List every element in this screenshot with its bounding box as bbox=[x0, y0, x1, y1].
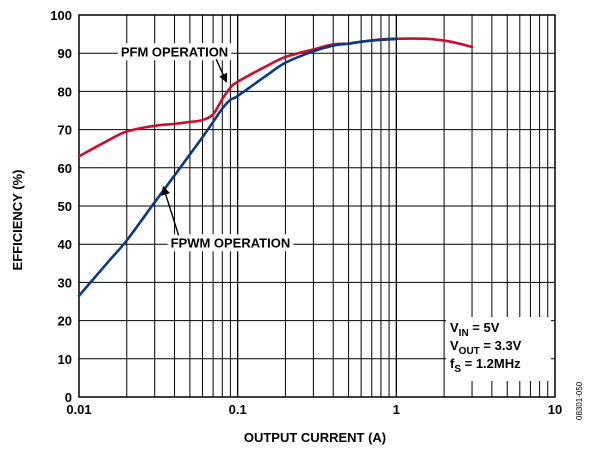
series-layer bbox=[77, 37, 474, 298]
condition-line: VOUT = 3.3V bbox=[450, 338, 522, 357]
y-tick-label: 80 bbox=[58, 84, 72, 99]
fpwm-annotation: FPWM OPERATION bbox=[161, 185, 294, 252]
fpwm-annotation-arrow bbox=[161, 185, 180, 236]
condition-symbol: f bbox=[450, 356, 455, 371]
y-tick-label: 90 bbox=[58, 46, 72, 61]
y-tick-label: 20 bbox=[58, 314, 72, 329]
y-tick-label: 40 bbox=[58, 237, 72, 252]
y-tick-label: 0 bbox=[65, 390, 72, 405]
tick-labels: 0 10 20 30 40 50 60 70 80 90 100 0.01 0.1 1 10 bbox=[50, 8, 562, 417]
pfm-annotation-label: PFM OPERATION bbox=[121, 44, 228, 59]
condition-value: = 5V bbox=[469, 320, 500, 335]
condition-value: = 3.3V bbox=[480, 338, 522, 353]
pfm-annotation: PFM OPERATION bbox=[117, 43, 232, 83]
pfm-efficiency-line bbox=[77, 37, 474, 158]
x-tick-label: 0.01 bbox=[66, 402, 91, 417]
y-tick-label: 100 bbox=[50, 8, 72, 23]
fpwm-efficiency-line bbox=[77, 37, 398, 298]
x-tick-label: 1 bbox=[393, 402, 400, 417]
condition-line: fS = 1.2MHz bbox=[450, 356, 521, 375]
fpwm-annotation-background bbox=[167, 234, 294, 252]
condition-symbol: V bbox=[450, 338, 459, 353]
x-tick-label: 0.1 bbox=[229, 402, 247, 417]
y-tick-label: 60 bbox=[58, 161, 72, 176]
conditions-background bbox=[446, 317, 551, 381]
pfm-annotation-background bbox=[117, 43, 232, 61]
fpwm-annotation-label: FPWM OPERATION bbox=[171, 235, 291, 250]
y-axis-label: EFFICIENCY (%) bbox=[10, 170, 25, 271]
condition-line: VIN = 5V bbox=[450, 320, 500, 339]
y-tick-label: 70 bbox=[58, 123, 72, 138]
condition-subscript: S bbox=[454, 364, 461, 375]
condition-symbol: V bbox=[450, 320, 459, 335]
annotations: PFM OPERATION FPWM OPERATION bbox=[117, 43, 294, 252]
condition-subscript: OUT bbox=[459, 346, 480, 357]
figure-id: 08301-050 bbox=[575, 381, 584, 420]
plot-frame bbox=[78, 14, 556, 398]
y-tick-label: 10 bbox=[58, 352, 72, 367]
condition-subscript: IN bbox=[459, 328, 469, 339]
y-tick-label: 30 bbox=[58, 275, 72, 290]
x-tick-label: 10 bbox=[548, 402, 562, 417]
pfm-annotation-arrow bbox=[215, 59, 228, 83]
y-tick-label: 50 bbox=[58, 199, 72, 214]
x-axis-label: OUTPUT CURRENT (A) bbox=[244, 430, 386, 445]
condition-value: = 1.2MHz bbox=[461, 356, 521, 371]
plot-border bbox=[78, 14, 556, 398]
